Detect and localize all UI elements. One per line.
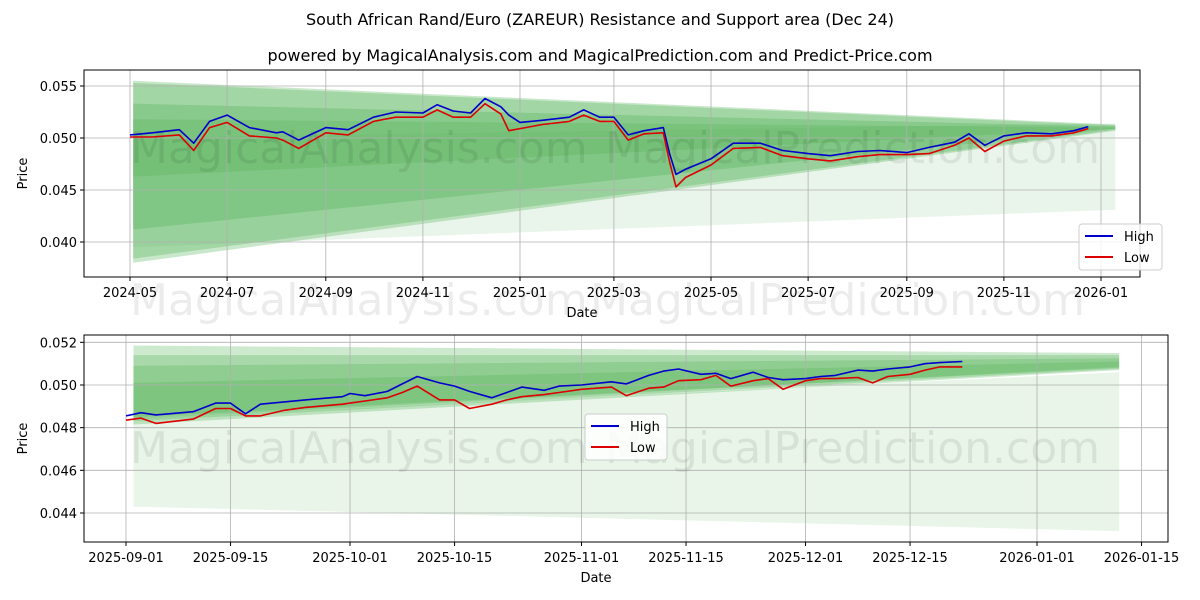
legend: High Low xyxy=(1078,223,1163,271)
y-tick-label: 0.050 xyxy=(40,379,77,394)
support-resistance-bands xyxy=(133,80,1116,263)
band-area xyxy=(133,123,1116,248)
legend-label-high: High xyxy=(1124,230,1154,245)
chart-subtitle: powered by MagicalAnalysis.com and Magic… xyxy=(267,46,933,65)
y-tick-label: 0.055 xyxy=(40,80,77,95)
x-tick-label: 2025-09 xyxy=(880,286,934,301)
x-tick-label: 2025-10-01 xyxy=(312,551,388,566)
chart-panel-1: MagicalAnalysis.com MagicalPrediction.com… xyxy=(16,69,1163,326)
watermark-text: MagicalAnalysis.com xyxy=(130,275,588,326)
x-tick-label: 2026-01 xyxy=(1074,286,1128,301)
x-tick-label: 2025-11-01 xyxy=(544,551,620,566)
y-axis-label: Price xyxy=(16,158,31,190)
plot-frame xyxy=(83,334,1169,543)
band-area xyxy=(133,82,1116,259)
y-tick-label: 0.052 xyxy=(40,336,77,351)
y-tick-label: 0.045 xyxy=(40,184,77,199)
watermark-text: MagicalPrediction.com xyxy=(590,275,1085,326)
x-tick-label: 2024-11 xyxy=(396,286,450,301)
watermark-text: MagicalAnalysis.com xyxy=(130,123,588,174)
band-area xyxy=(133,103,1116,230)
series-line-low xyxy=(130,102,1089,188)
x-tick-label: 2026-01-01 xyxy=(999,551,1075,566)
x-tick-label: 2025-07 xyxy=(781,286,835,301)
x-tick-label: 2025-03 xyxy=(587,286,641,301)
watermark-text: MagicalPrediction.com xyxy=(605,423,1100,474)
x-tick-label: 2024-07 xyxy=(200,286,254,301)
x-tick-label: 2026-01-15 xyxy=(1104,551,1180,566)
x-tick-label: 2025-10-15 xyxy=(417,551,493,566)
y-tick-label: 0.048 xyxy=(40,422,77,437)
plot-frame xyxy=(83,69,1141,278)
y-axis-label: Price xyxy=(16,423,31,455)
y-tick-label: 0.050 xyxy=(40,132,77,147)
y-tick-label: 0.040 xyxy=(40,236,77,251)
chart-title: South African Rand/Euro (ZAREUR) Resista… xyxy=(305,10,895,29)
legend-label-low: Low xyxy=(1124,251,1150,266)
x-tick-label: 2025-05 xyxy=(684,286,738,301)
legend-label-low: Low xyxy=(630,441,656,456)
band-area xyxy=(133,119,1116,177)
x-tick-label: 2025-11 xyxy=(977,286,1031,301)
x-tick-label: 2025-12-01 xyxy=(768,551,844,566)
chart-panel-2: MagicalAnalysis.com MagicalPrediction.com… xyxy=(16,334,1180,586)
x-axis-label: Date xyxy=(580,571,611,586)
x-tick-label: 2024-09 xyxy=(299,286,353,301)
series-line-high xyxy=(125,360,963,417)
x-tick-label: 2025-09-01 xyxy=(88,551,164,566)
series-line-high xyxy=(129,97,1089,176)
x-axis-label: Date xyxy=(566,306,597,321)
legend-label-high: High xyxy=(630,420,660,435)
band-area xyxy=(133,80,1116,263)
series-line-low xyxy=(125,366,963,425)
band-area xyxy=(133,358,1120,417)
x-tick-label: 2025-11-15 xyxy=(648,551,724,566)
x-tick-label: 2025-12-15 xyxy=(872,551,948,566)
watermark-text: MagicalPrediction.com xyxy=(605,123,1100,174)
legend: High Low xyxy=(584,413,668,461)
y-tick-label: 0.046 xyxy=(40,464,77,479)
x-tick-label: 2024-05 xyxy=(103,286,157,301)
x-tick-label: 2025-01 xyxy=(493,286,547,301)
watermark-text: MagicalAnalysis.com xyxy=(130,423,588,474)
x-tick-label: 2025-09-15 xyxy=(193,551,269,566)
band-area xyxy=(133,361,1120,420)
y-tick-label: 0.044 xyxy=(40,507,77,522)
